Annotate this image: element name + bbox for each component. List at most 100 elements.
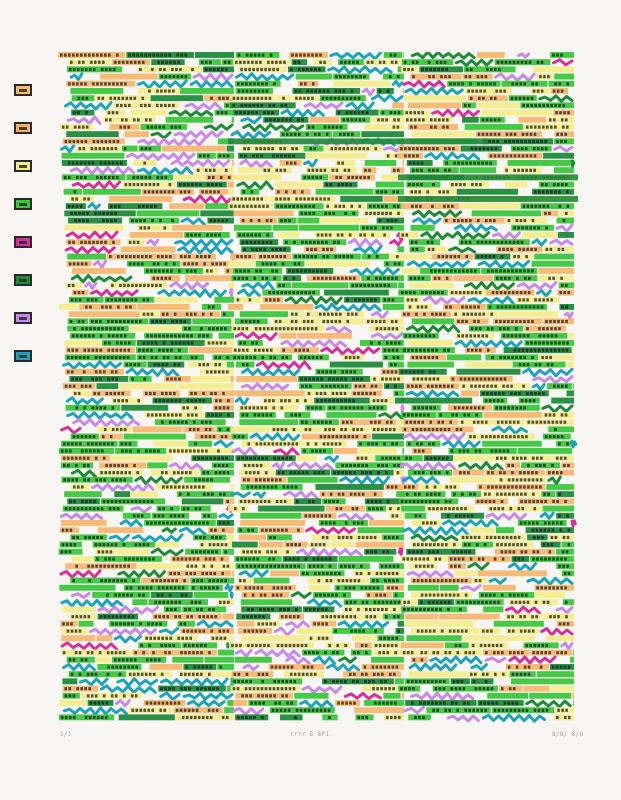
green-block	[248, 700, 298, 706]
ink-text	[152, 276, 172, 280]
dark-green-block	[68, 217, 123, 224]
ink-text	[452, 679, 464, 684]
ink-text	[341, 463, 400, 468]
green-block	[278, 217, 297, 224]
cyan-squiggle	[339, 475, 391, 486]
ink-text	[259, 255, 286, 259]
ink-text	[375, 327, 399, 331]
ink-text	[214, 406, 230, 410]
cyan-squiggle	[353, 245, 383, 255]
green-squiggle	[70, 468, 97, 479]
ink-text	[300, 377, 363, 381]
ink-text	[469, 435, 528, 439]
ink-text	[237, 53, 273, 57]
ink-text	[552, 89, 564, 93]
lavender-squiggle	[403, 705, 425, 715]
dark-green-block	[216, 520, 234, 526]
ink-text	[384, 355, 400, 360]
ink-text	[321, 96, 361, 100]
ink-text	[119, 125, 130, 129]
ink-text	[91, 319, 142, 324]
cyan-squiggle	[314, 302, 382, 313]
ink-text	[235, 269, 278, 273]
ink-text	[138, 355, 198, 360]
green-block	[530, 556, 574, 562]
ink-text	[313, 276, 356, 280]
orange-block	[232, 570, 234, 577]
ink-text	[216, 111, 228, 115]
orange-block	[483, 412, 542, 418]
orange-block	[132, 426, 182, 433]
ink-text	[381, 456, 400, 460]
yellow-block	[409, 282, 454, 289]
ink-text	[215, 399, 230, 403]
dark-green-block	[194, 52, 234, 58]
ink-text	[522, 103, 565, 108]
green-squiggle	[547, 475, 562, 486]
yellow-block	[229, 188, 234, 195]
ink-text	[437, 255, 469, 259]
yellow-block	[542, 412, 574, 418]
yellow-block	[293, 95, 319, 102]
ink-text	[433, 276, 449, 280]
ink-text	[289, 67, 321, 72]
ink-text	[61, 528, 73, 532]
ink-text	[66, 355, 130, 360]
yellow-block	[119, 383, 177, 390]
green-block	[62, 692, 80, 699]
dark-green-block	[87, 700, 114, 706]
dark-green-block	[461, 116, 479, 123]
magenta-squiggle	[431, 108, 480, 118]
dark-green-block	[376, 217, 404, 224]
ink-text	[120, 442, 132, 446]
green-block	[217, 664, 234, 670]
ink-text	[241, 219, 273, 223]
dark-green-block	[511, 556, 530, 562]
dark-green-block	[456, 368, 521, 375]
green-block	[326, 412, 377, 418]
orange-block	[304, 246, 337, 253]
yellow-block	[324, 203, 367, 210]
dark-green-block	[177, 181, 227, 188]
green-block	[517, 520, 567, 526]
lavender-squiggle	[84, 281, 98, 290]
orange-block	[230, 253, 257, 260]
yellow-block	[144, 412, 205, 418]
ink-text	[250, 701, 293, 705]
ink-text	[325, 183, 353, 187]
green-block	[539, 181, 574, 188]
ink-text	[111, 283, 162, 287]
ink-text	[416, 629, 468, 633]
orange-block	[224, 498, 234, 505]
ink-text	[410, 190, 449, 194]
lavender-squiggle	[70, 592, 91, 599]
ink-text	[489, 154, 537, 158]
magenta-squiggle	[71, 180, 122, 190]
green-block	[517, 448, 573, 454]
ink-text	[419, 600, 451, 604]
ink-text	[555, 456, 567, 460]
yellow-block	[460, 203, 520, 210]
ink-text	[527, 463, 554, 468]
ink-text	[411, 204, 454, 208]
ink-text	[307, 312, 358, 316]
green-squiggle	[134, 475, 183, 486]
legend-swatch-green	[14, 198, 32, 210]
cyan-squiggle	[177, 245, 234, 255]
ink-text	[209, 219, 229, 223]
ink-text	[400, 499, 452, 504]
green-block	[400, 412, 437, 418]
cyan-squiggle	[158, 627, 179, 635]
green-block	[217, 138, 234, 145]
green-block	[235, 361, 255, 368]
yellow-block	[408, 188, 456, 195]
yellow-block	[137, 224, 172, 231]
green-block	[201, 304, 222, 310]
orange-block	[340, 419, 397, 426]
ink-text	[414, 564, 434, 568]
magenta-squiggle	[65, 230, 119, 240]
orange-block	[97, 527, 144, 534]
green-block	[154, 419, 226, 426]
ink-text	[131, 377, 146, 381]
green-squiggle	[150, 131, 172, 140]
